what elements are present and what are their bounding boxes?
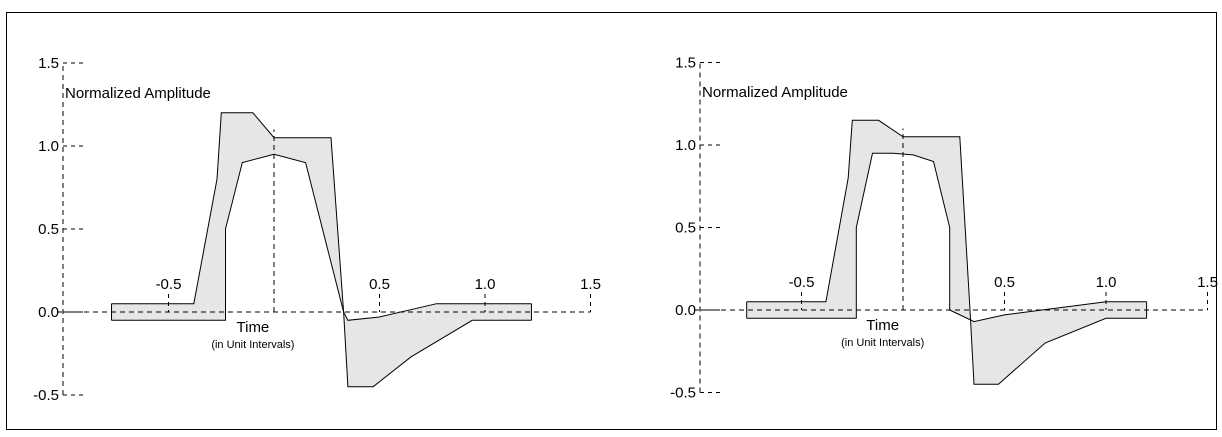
x-tick-label: 0.5: [994, 274, 1015, 291]
y-tick-label: 0.5: [38, 221, 59, 238]
y-tick-label: 1.5: [38, 55, 59, 72]
y-tick-label: 1.0: [675, 137, 696, 154]
lower-mask-line: [111, 153, 532, 321]
y-tick-label: -0.5: [670, 385, 696, 402]
y-tick-label: 0.0: [675, 302, 696, 319]
mask-panel-1: 1.5 1.0 0.5 0.0 -0.5 -0.5 0.5 1.0 1.5 Normalized …: [33, 55, 601, 404]
x-tick-label: 1.5: [580, 276, 601, 293]
y-tick-label: -0.5: [33, 387, 59, 404]
x-tick-label: -0.5: [156, 276, 182, 293]
y-axis-title: Normalized Amplitude: [65, 85, 211, 102]
upper-mask-line: [746, 119, 1147, 385]
y-tick-label: 0.5: [675, 220, 696, 237]
mask-panel-2: 1.5 1.0 0.5 0.0 -0.5 -0.5 0.5 1.0 1.5 Normalized …: [670, 55, 1218, 402]
x-tick-label: 1.0: [475, 276, 496, 293]
mask-region: [111, 112, 532, 387]
y-tick-label: 1.0: [38, 138, 59, 155]
upper-mask-line: [111, 112, 532, 388]
x-tick-label: -0.5: [789, 274, 815, 291]
x-axis-title: Time: [866, 317, 899, 334]
x-axis-subtitle: (in Unit Intervals): [841, 337, 924, 349]
lower-mask-line: [746, 152, 1147, 323]
x-axis-title: Time: [237, 319, 270, 336]
x-tick-label: 1.5: [1197, 274, 1218, 291]
x-tick-label: 1.0: [1096, 274, 1117, 291]
y-axis-title: Normalized Amplitude: [702, 84, 848, 101]
x-axis-subtitle: (in Unit Intervals): [211, 339, 294, 351]
y-tick-label: 0.0: [38, 304, 59, 321]
mask-region: [746, 120, 1147, 385]
y-tick-label: 1.5: [675, 55, 696, 72]
x-tick-label: 0.5: [369, 276, 390, 293]
